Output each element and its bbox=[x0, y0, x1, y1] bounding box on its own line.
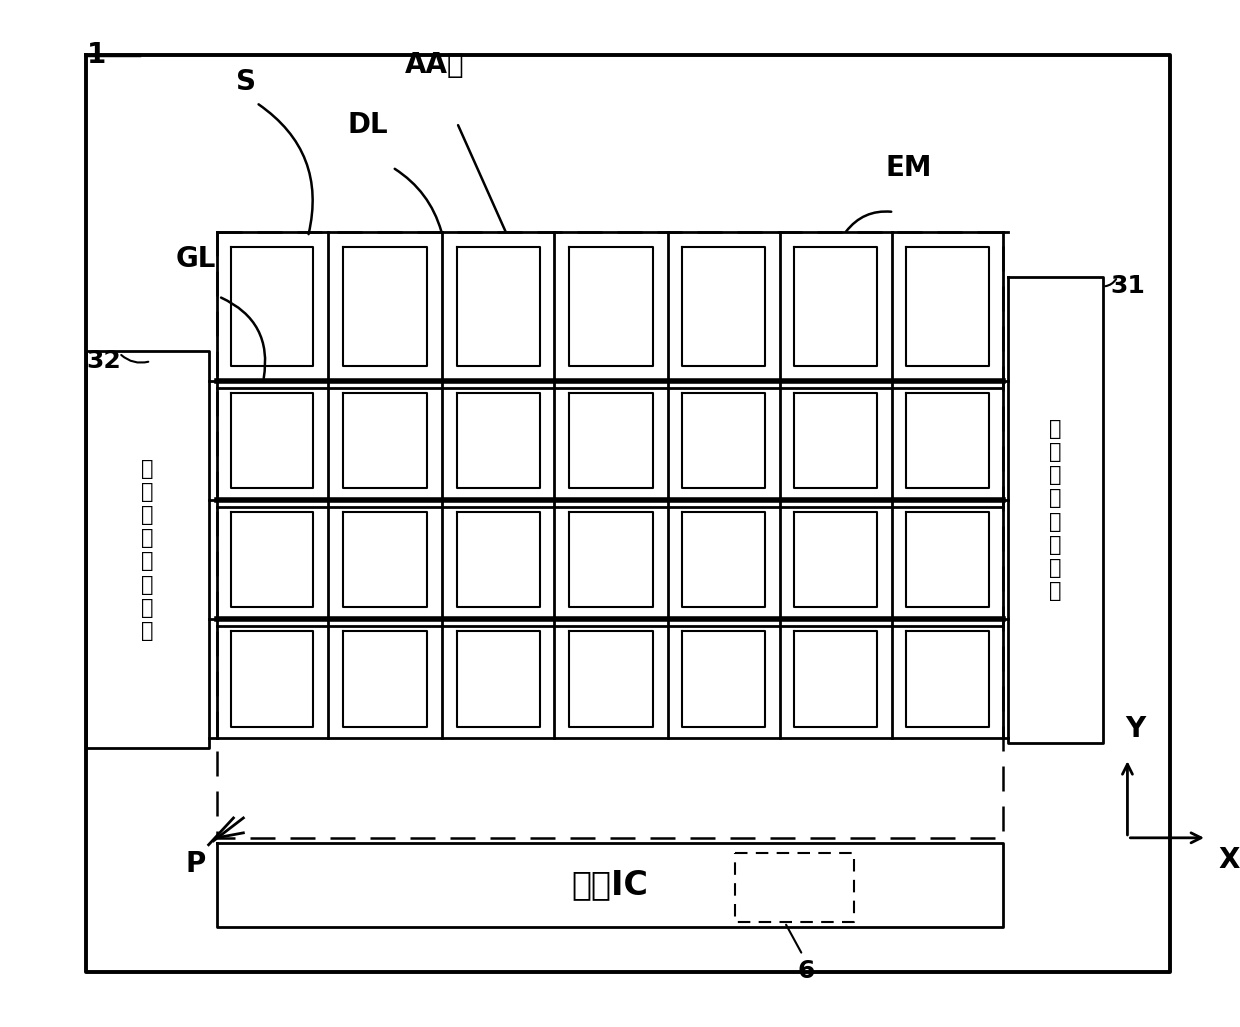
Text: 32: 32 bbox=[87, 349, 122, 373]
Text: DL: DL bbox=[347, 111, 388, 139]
Text: EM: EM bbox=[885, 154, 932, 183]
Text: P: P bbox=[186, 849, 206, 878]
Text: S: S bbox=[237, 68, 257, 96]
Text: GL: GL bbox=[176, 244, 216, 273]
Text: 1: 1 bbox=[87, 41, 105, 69]
Text: AA区: AA区 bbox=[405, 51, 465, 79]
Text: 第
二
栅
极
驱
动
电
路: 第 二 栅 极 驱 动 电 路 bbox=[141, 459, 154, 641]
Text: 驱动IC: 驱动IC bbox=[572, 869, 649, 902]
Text: X: X bbox=[1219, 846, 1240, 874]
Text: 6: 6 bbox=[797, 959, 815, 983]
Text: Y: Y bbox=[1125, 716, 1146, 744]
Text: 31: 31 bbox=[1111, 273, 1146, 298]
Text: 第
一
栅
极
驱
动
电
路: 第 一 栅 极 驱 动 电 路 bbox=[1049, 419, 1061, 601]
